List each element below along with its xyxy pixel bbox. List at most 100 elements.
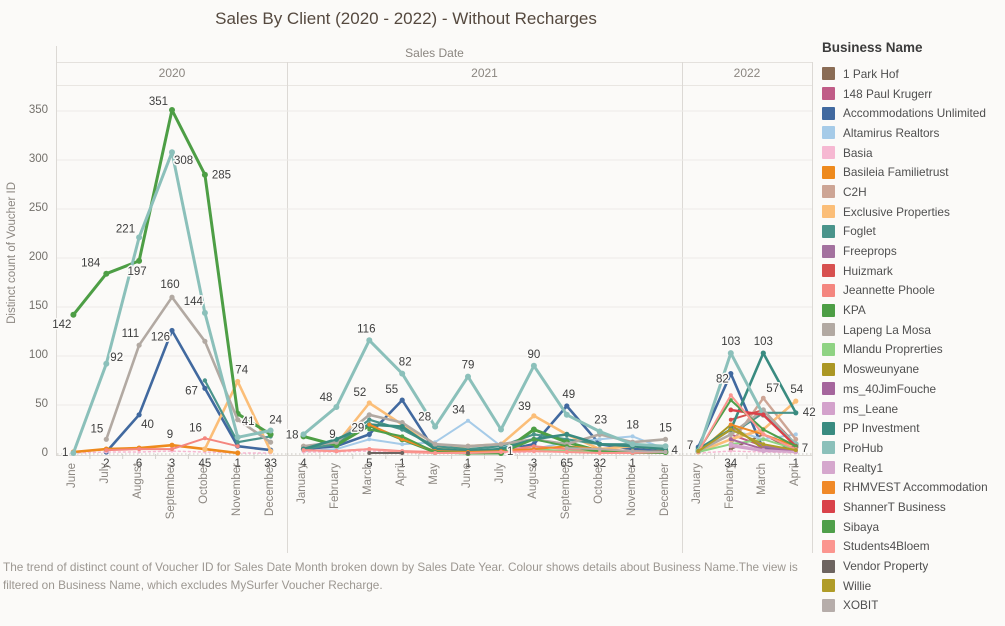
data-point[interactable] (136, 234, 143, 241)
data-point[interactable] (531, 432, 537, 437)
legend-item[interactable]: Altamirus Realtors (822, 123, 1004, 143)
data-point[interactable] (761, 437, 766, 442)
legend-item[interactable]: Exclusive Properties (822, 202, 1004, 222)
data-point[interactable] (367, 417, 372, 422)
series-line[interactable] (565, 447, 667, 453)
data-point[interactable] (399, 397, 405, 403)
legend-item[interactable]: ShannerT Business (822, 497, 1004, 517)
data-point[interactable] (499, 450, 503, 454)
legend-item[interactable]: Willie (822, 576, 1004, 596)
data-point[interactable] (597, 441, 603, 447)
legend-item[interactable]: Sibaya (822, 517, 1004, 537)
legend-item[interactable]: Realty1 (822, 458, 1004, 478)
data-point[interactable] (630, 449, 635, 454)
series-line[interactable] (302, 448, 667, 454)
legend-item[interactable]: Mosweunyane (822, 359, 1004, 379)
series-line[interactable] (105, 295, 272, 444)
data-point[interactable] (761, 442, 766, 447)
data-point[interactable] (630, 434, 635, 439)
data-point[interactable] (761, 432, 766, 437)
data-point[interactable] (400, 437, 405, 442)
data-point[interactable] (136, 342, 142, 348)
data-point[interactable] (728, 422, 733, 427)
data-point[interactable] (597, 437, 602, 442)
data-point[interactable] (202, 446, 208, 452)
data-point[interactable] (793, 444, 798, 449)
data-point[interactable] (728, 398, 733, 403)
legend-item[interactable]: 1 Park Hof (822, 64, 1004, 84)
data-point[interactable] (597, 447, 602, 452)
data-point[interactable] (104, 448, 109, 453)
data-point[interactable] (760, 350, 766, 356)
series-line[interactable] (71, 150, 273, 455)
data-point[interactable] (334, 449, 339, 454)
legend-item[interactable]: Lapeng La Mosa (822, 320, 1004, 340)
data-point[interactable] (235, 417, 241, 423)
series-line[interactable] (302, 419, 667, 453)
data-point[interactable] (103, 360, 110, 367)
data-point[interactable] (235, 440, 240, 445)
data-point[interactable] (563, 411, 570, 418)
series-line[interactable] (302, 413, 667, 448)
series-line[interactable] (72, 443, 239, 455)
data-point[interactable] (597, 451, 602, 455)
legend-item[interactable]: Students4Bloem (822, 537, 1004, 557)
data-point[interactable] (793, 432, 798, 437)
data-point[interactable] (760, 395, 766, 401)
data-point[interactable] (564, 450, 569, 454)
series-line[interactable] (105, 329, 272, 454)
data-point[interactable] (728, 437, 733, 442)
legend-item[interactable]: Basileia Familietrust (822, 162, 1004, 182)
data-point[interactable] (564, 446, 569, 451)
series-line[interactable] (302, 423, 667, 453)
data-point[interactable] (728, 407, 734, 413)
data-point[interactable] (136, 257, 143, 264)
data-point[interactable] (367, 447, 372, 452)
series-line[interactable] (697, 399, 798, 454)
data-point[interactable] (432, 441, 438, 447)
data-point[interactable] (400, 434, 405, 439)
data-point[interactable] (728, 393, 733, 398)
data-point[interactable] (433, 451, 438, 455)
data-point[interactable] (728, 417, 733, 422)
data-point[interactable] (235, 450, 241, 456)
data-point[interactable] (466, 418, 470, 423)
data-point[interactable] (662, 436, 669, 442)
legend-item[interactable]: ms_40JimFouche (822, 379, 1004, 399)
series-line[interactable] (697, 428, 797, 453)
data-point[interactable] (728, 427, 733, 432)
legend-item[interactable]: RHMVEST Accommodation (822, 477, 1004, 497)
data-point[interactable] (169, 442, 175, 448)
data-point[interactable] (300, 431, 307, 438)
data-point[interactable] (760, 412, 766, 418)
data-point[interactable] (761, 448, 766, 453)
data-point[interactable] (268, 439, 274, 445)
legend-item[interactable]: Foglet (822, 222, 1004, 242)
legend-item[interactable]: KPA (822, 300, 1004, 320)
data-point[interactable] (729, 449, 733, 453)
data-point[interactable] (367, 437, 372, 442)
data-point[interactable] (235, 444, 240, 449)
legend-item[interactable]: Mlandu Proprerties (822, 340, 1004, 360)
data-point[interactable] (169, 294, 175, 300)
data-point[interactable] (793, 398, 799, 404)
data-point[interactable] (103, 270, 110, 277)
data-point[interactable] (498, 441, 504, 447)
data-point[interactable] (761, 427, 766, 432)
data-point[interactable] (793, 410, 799, 416)
data-point[interactable] (498, 426, 504, 433)
data-point[interactable] (531, 449, 536, 454)
data-point[interactable] (728, 371, 734, 377)
data-point[interactable] (366, 337, 373, 344)
data-point[interactable] (367, 427, 372, 432)
data-point[interactable] (399, 424, 405, 430)
data-point[interactable] (400, 451, 405, 455)
data-point[interactable] (136, 412, 142, 418)
data-point[interactable] (728, 431, 734, 437)
data-point[interactable] (268, 448, 274, 454)
data-point[interactable] (202, 436, 207, 441)
legend-item[interactable]: XOBIT (822, 596, 1004, 616)
legend-item[interactable]: Huizmark (822, 261, 1004, 281)
data-point[interactable] (103, 436, 109, 442)
data-point[interactable] (596, 428, 603, 435)
